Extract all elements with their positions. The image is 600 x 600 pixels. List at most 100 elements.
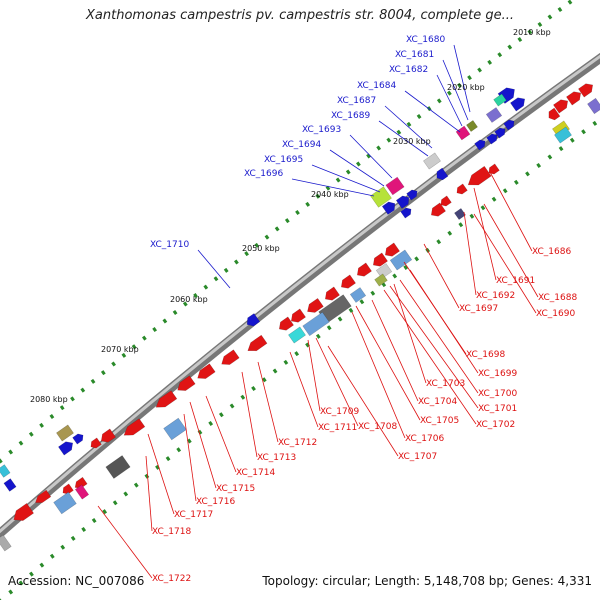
- leader-line: [349, 134, 393, 179]
- leader-line: [399, 279, 479, 394]
- gene-arrow: [221, 349, 240, 365]
- gene-label-xc-1680: XC_1680: [406, 35, 445, 45]
- gene-label-xc-1711: XC_1711: [318, 423, 357, 433]
- map-title: Xanthomonas campestris pv. campestris st…: [86, 8, 514, 23]
- gene-arrow: [474, 139, 486, 151]
- gene-arrow: [406, 189, 418, 201]
- gene-arrow: [247, 334, 268, 352]
- gene-label-xc-1692: XC_1692: [476, 291, 515, 301]
- gene-label-xc-1689: XC_1689: [331, 111, 370, 121]
- gene-label-xc-1686: XC_1686: [532, 247, 571, 257]
- gene-arrow: [548, 107, 561, 121]
- gene-block: [587, 97, 600, 115]
- gene-block: [163, 417, 187, 441]
- gene-arrow: [486, 133, 498, 145]
- gene-block: [466, 120, 478, 132]
- gene-arrow: [290, 308, 306, 323]
- gene-arrow: [90, 437, 102, 449]
- gene-label-xc-1701: XC_1701: [478, 404, 517, 414]
- leader-line: [145, 455, 153, 532]
- gene-label-xc-1700: XC_1700: [478, 389, 517, 399]
- gene-label-xc-1718: XC_1718: [152, 527, 191, 537]
- gene-block: [53, 491, 77, 515]
- leader-line: [291, 178, 375, 197]
- gene-label-xc-1696: XC_1696: [244, 169, 283, 179]
- gene-arrow: [566, 91, 582, 106]
- gene-arrow: [436, 167, 449, 181]
- gene-arrow: [456, 183, 468, 195]
- gene-label-xc-1693: XC_1693: [302, 125, 341, 135]
- gene-label-xc-1682: XC_1682: [389, 65, 428, 75]
- kbp-labels: 2010 kbp 2020 kbp 2030 kbp 2040 kbp 2050 kbp…: [30, 28, 551, 404]
- gene-label-xc-1705: XC_1705: [420, 416, 459, 426]
- gene-label-xc-1715: XC_1715: [216, 484, 255, 494]
- leader-line: [307, 339, 321, 412]
- leader-line: [329, 149, 385, 187]
- gene-arrow: [356, 262, 372, 277]
- gene-block: [493, 93, 507, 107]
- kbp-label: 2010 kbp: [513, 28, 551, 37]
- gene-arrow: [510, 97, 526, 112]
- leader-line: [315, 337, 359, 427]
- gene-label-xc-1709: XC_1709: [320, 407, 359, 417]
- kbp-label: 2020 kbp: [447, 83, 485, 92]
- gene-arrow: [430, 202, 446, 217]
- leader-line: [453, 44, 471, 113]
- gene-arrow: [58, 441, 74, 456]
- gene-features: [0, 83, 600, 552]
- gene-arrow: [100, 428, 116, 443]
- leader-line: [384, 105, 433, 149]
- gene-block: [423, 152, 441, 170]
- leader-line: [289, 351, 319, 428]
- gene-label-xc-1717: XC_1717: [174, 510, 213, 520]
- gene-block: [56, 424, 74, 442]
- gene-arrow: [578, 83, 594, 98]
- gene-arrow: [400, 207, 412, 219]
- leader-line: [483, 203, 539, 298]
- leader-line: [311, 164, 381, 193]
- gene-label-xc-1691: XC_1691: [496, 276, 535, 286]
- kbp-label: 2070 kbp: [101, 345, 139, 354]
- gene-label-xc-1703: XC_1703: [426, 379, 465, 389]
- leader-line: [473, 187, 497, 281]
- gene-arrow: [246, 313, 261, 327]
- gene-label-xc-1681: XC_1681: [395, 50, 434, 60]
- gene-block: [3, 478, 17, 492]
- leader-line: [404, 90, 461, 133]
- gene-arrow: [503, 119, 515, 131]
- summary-text: Topology: circular; Length: 5,148,708 bp…: [262, 574, 592, 588]
- leader-line: [383, 289, 477, 425]
- leader-line: [489, 171, 533, 252]
- gene-block: [0, 464, 11, 478]
- gene-label-xc-1684: XC_1684: [357, 81, 396, 91]
- gene-arrow: [381, 201, 396, 215]
- leader-line: [473, 213, 537, 314]
- gene-arrow: [488, 163, 500, 175]
- gene-block: [105, 455, 131, 479]
- kbp-label: 2080 kbp: [30, 395, 68, 404]
- kbp-label: 2040 kbp: [311, 190, 349, 199]
- gene-arrow: [467, 165, 492, 186]
- leader-line: [378, 120, 429, 157]
- gene-block: [554, 126, 572, 144]
- leader-line: [409, 269, 479, 374]
- kbp-label: 2060 kbp: [170, 295, 208, 304]
- gene-arrow: [307, 297, 324, 313]
- gene-arrow: [197, 363, 216, 379]
- gene-arrow: [440, 195, 452, 207]
- gene-block: [389, 249, 413, 271]
- leader-line: [463, 211, 477, 296]
- leader-line: [183, 413, 197, 502]
- leader-line: [327, 345, 399, 457]
- gene-label-xc-1699: XC_1699: [478, 369, 517, 379]
- gene-arrow: [395, 195, 410, 209]
- gene-arrow: [324, 286, 340, 301]
- leader-line: [442, 59, 469, 121]
- leader-line: [423, 243, 460, 309]
- gene-label-xc-1707: XC_1707: [398, 452, 437, 462]
- leader-line: [389, 285, 479, 409]
- gene-block: [74, 484, 90, 500]
- leader-line: [257, 361, 279, 443]
- gene-arrow: [123, 418, 146, 436]
